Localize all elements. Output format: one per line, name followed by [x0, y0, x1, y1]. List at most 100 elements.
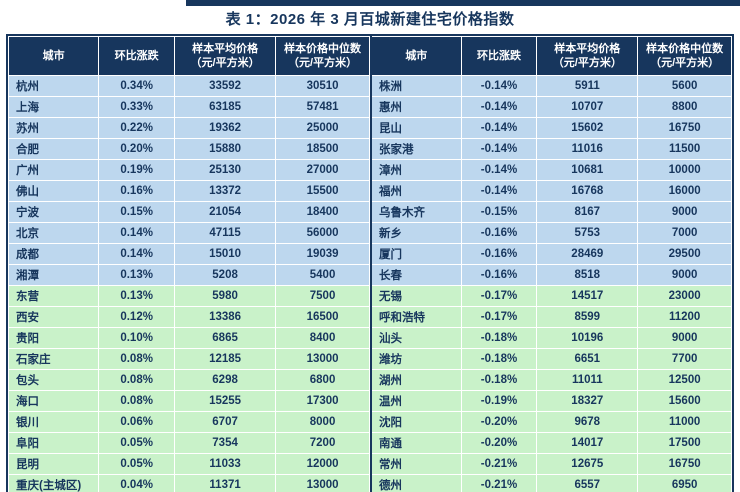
- median-price-cell: 7500: [275, 285, 370, 307]
- avg-price-cell: 15602: [536, 117, 639, 139]
- table-row: 东营 0.13% 5980 7500: [7, 285, 370, 307]
- median-price-label-line1: 样本价格中位数: [284, 42, 362, 55]
- median-price-cell: 17500: [637, 432, 732, 454]
- median-price-cell: 16000: [637, 180, 732, 202]
- median-price-cell: 11000: [637, 411, 732, 433]
- avg-price-cell: 14517: [536, 285, 639, 307]
- avg-price-cell: 33592: [174, 75, 277, 97]
- median-price-cell: 18500: [275, 138, 370, 160]
- median-price-cell: 6950: [637, 474, 732, 492]
- city-cell: 北京: [7, 222, 100, 244]
- city-cell: 昆山: [370, 117, 462, 139]
- table-row: 苏州 0.22% 19362 25000: [7, 117, 370, 139]
- change-cell: -0.18%: [460, 327, 538, 349]
- city-cell: 张家港: [370, 138, 462, 160]
- city-cell: 石家庄: [7, 348, 100, 370]
- city-cell: 潍坊: [370, 348, 462, 370]
- table-row: 湘潭 0.13% 5208 5400: [7, 264, 370, 286]
- median-price-label-line1: 样本价格中位数: [646, 42, 724, 55]
- change-cell: 0.08%: [98, 348, 176, 370]
- avg-price-cell: 9678: [536, 411, 639, 433]
- table-row: 杭州 0.34% 33592 30510: [7, 75, 370, 97]
- change-cell: -0.14%: [460, 159, 538, 181]
- price-index-table-left: 城市 环比涨跌 样本平均价格 （元/平方米） 样本价格中位数 （元/平方米） 杭…: [7, 36, 370, 492]
- avg-price-label-line1: 样本平均价格: [554, 42, 621, 55]
- change-cell: -0.20%: [460, 411, 538, 433]
- change-cell: -0.17%: [460, 285, 538, 307]
- median-price-label-line2: （元/平方米）: [288, 57, 358, 69]
- median-price-cell: 19039: [275, 243, 370, 265]
- median-price-cell: 10000: [637, 159, 732, 181]
- city-cell: 无锡: [370, 285, 462, 307]
- avg-price-cell: 18327: [536, 390, 639, 412]
- avg-price-cell: 13372: [174, 180, 277, 202]
- city-cell: 阜阳: [7, 432, 100, 454]
- city-cell: 南通: [370, 432, 462, 454]
- table-row: 石家庄 0.08% 12185 13000: [7, 348, 370, 370]
- avg-price-cell: 47115: [174, 222, 277, 244]
- median-price-cell: 5400: [275, 264, 370, 286]
- avg-price-cell: 10707: [536, 96, 639, 118]
- change-cell: 0.14%: [98, 243, 176, 265]
- avg-price-cell: 15010: [174, 243, 277, 265]
- median-price-cell: 9000: [637, 201, 732, 223]
- city-cell: 重庆(主城区): [7, 474, 100, 492]
- avg-price-cell: 21054: [174, 201, 277, 223]
- change-cell: 0.14%: [98, 222, 176, 244]
- median-price-cell: 12500: [637, 369, 732, 391]
- city-cell: 汕头: [370, 327, 462, 349]
- median-price-cell: 7700: [637, 348, 732, 370]
- column-header-city: 城市: [7, 36, 100, 76]
- median-price-cell: 9000: [637, 264, 732, 286]
- city-cell: 苏州: [7, 117, 100, 139]
- table-row: 宁波 0.15% 21054 18400: [7, 201, 370, 223]
- top-rule-bar: [186, 0, 740, 6]
- avg-price-cell: 15255: [174, 390, 277, 412]
- city-cell: 新乡: [370, 222, 462, 244]
- table-row: 沈阳 -0.20% 9678 11000: [370, 411, 732, 433]
- table-row: 广州 0.19% 25130 27000: [7, 159, 370, 181]
- city-cell: 德州: [370, 474, 462, 492]
- median-price-cell: 11500: [637, 138, 732, 160]
- column-header-avg-price: 样本平均价格 （元/平方米）: [536, 36, 639, 76]
- change-cell: -0.20%: [460, 432, 538, 454]
- avg-price-cell: 11011: [536, 369, 639, 391]
- avg-price-cell: 6651: [536, 348, 639, 370]
- avg-price-cell: 19362: [174, 117, 277, 139]
- city-cell: 长春: [370, 264, 462, 286]
- table-row: 成都 0.14% 15010 19039: [7, 243, 370, 265]
- table-row: 上海 0.33% 63185 57481: [7, 96, 370, 118]
- city-cell: 呼和浩特: [370, 306, 462, 328]
- avg-price-cell: 5911: [536, 75, 639, 97]
- city-cell: 漳州: [370, 159, 462, 181]
- change-cell: 0.22%: [98, 117, 176, 139]
- city-cell: 湖州: [370, 369, 462, 391]
- median-price-cell: 23000: [637, 285, 732, 307]
- table-row: 厦门 -0.16% 28469 29500: [370, 243, 732, 265]
- change-cell: -0.17%: [460, 306, 538, 328]
- avg-price-cell: 10196: [536, 327, 639, 349]
- avg-price-cell: 8599: [536, 306, 639, 328]
- median-price-cell: 17300: [275, 390, 370, 412]
- column-header-city: 城市: [370, 36, 462, 76]
- column-header-change: 环比涨跌: [98, 36, 176, 76]
- table-row: 昆明 0.05% 11033 12000: [7, 453, 370, 475]
- table-row: 常州 -0.21% 12675 16750: [370, 453, 732, 475]
- city-cell: 常州: [370, 453, 462, 475]
- column-header-change: 环比涨跌: [460, 36, 538, 76]
- median-price-cell: 16750: [637, 117, 732, 139]
- avg-price-cell: 11016: [536, 138, 639, 160]
- median-price-cell: 27000: [275, 159, 370, 181]
- avg-price-label-line2: （元/平方米）: [552, 57, 622, 69]
- median-price-cell: 6800: [275, 369, 370, 391]
- table-row: 新乡 -0.16% 5753 7000: [370, 222, 732, 244]
- table-row: 潍坊 -0.18% 6651 7700: [370, 348, 732, 370]
- table-row: 昆山 -0.14% 15602 16750: [370, 117, 732, 139]
- avg-price-cell: 16768: [536, 180, 639, 202]
- column-header-median-price: 样本价格中位数 （元/平方米）: [637, 36, 732, 76]
- city-cell: 银川: [7, 411, 100, 433]
- avg-price-cell: 14017: [536, 432, 639, 454]
- avg-price-cell: 5208: [174, 264, 277, 286]
- change-cell: -0.16%: [460, 264, 538, 286]
